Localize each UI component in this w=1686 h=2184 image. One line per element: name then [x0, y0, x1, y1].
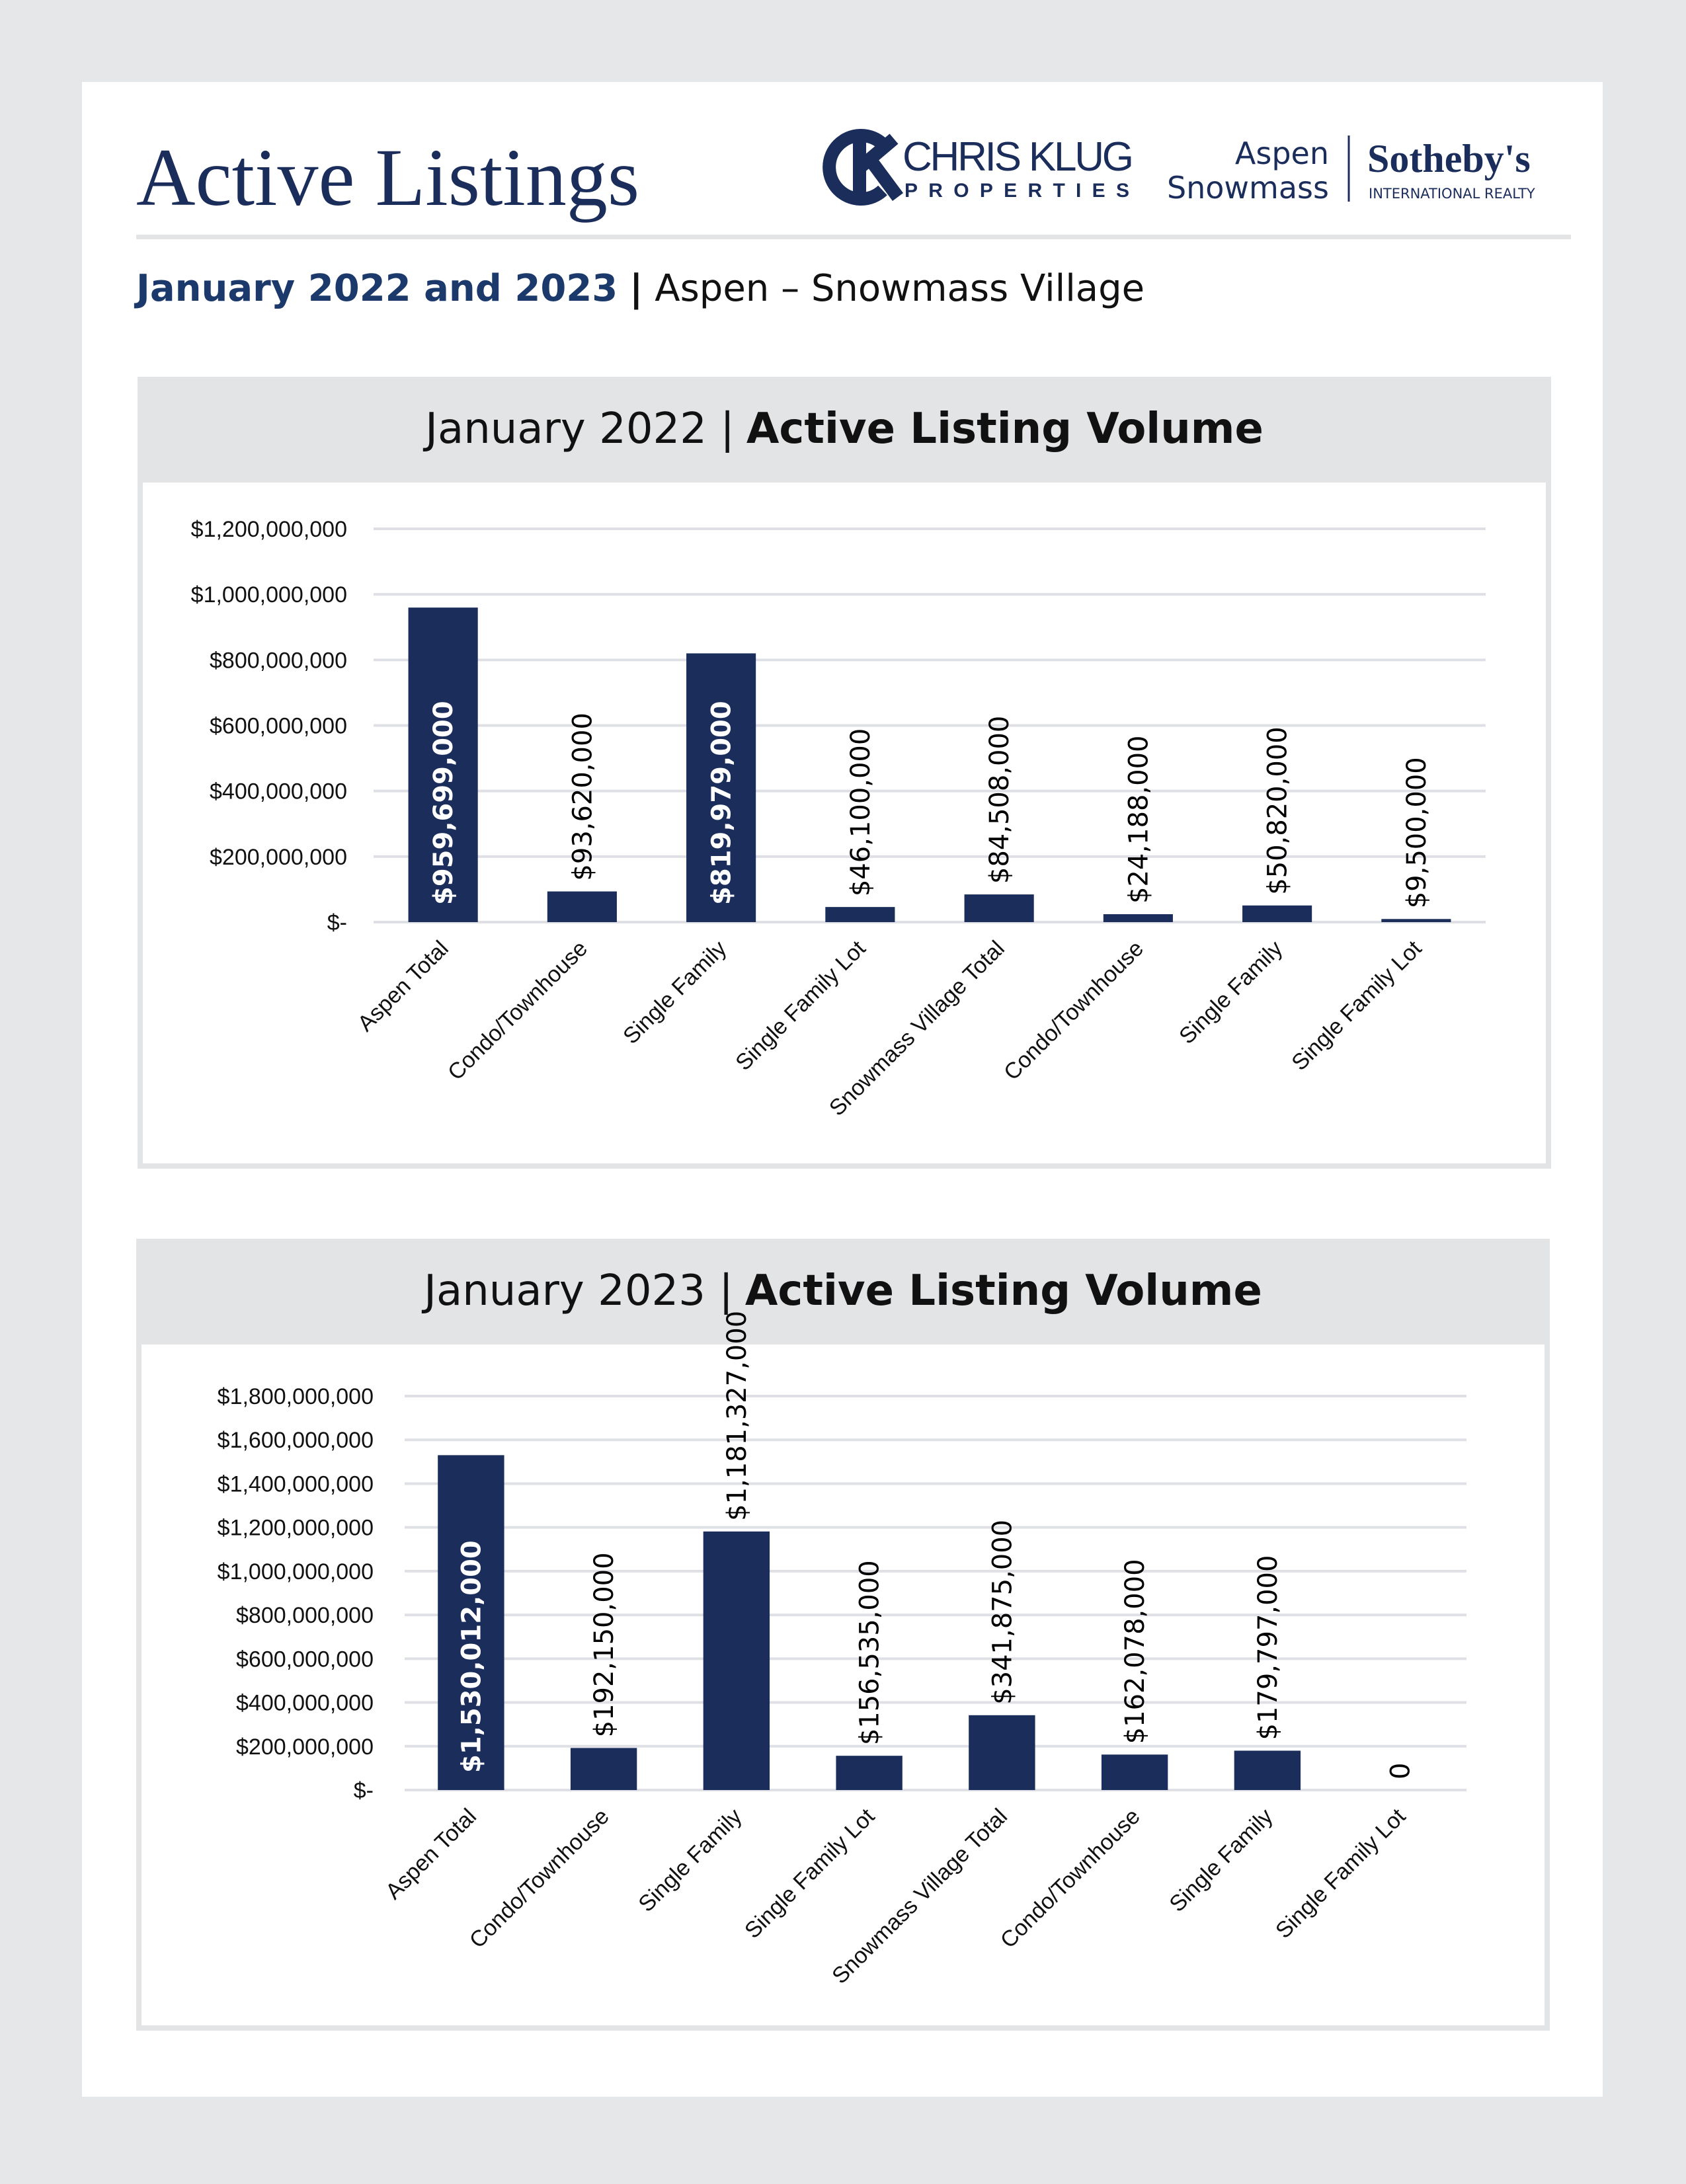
y-tick-label: $200,000,000: [236, 1735, 374, 1760]
y-tick-label: $1,200,000,000: [218, 1516, 374, 1541]
bar: [408, 607, 478, 922]
brand-logo: [823, 129, 904, 206]
value-label: $192,150,000: [589, 1552, 620, 1737]
chart-title-light: January 2023 |: [421, 1267, 733, 1315]
bar: [836, 1756, 903, 1790]
bar: [547, 891, 617, 922]
value-label: $84,508,000: [984, 716, 1015, 884]
value-label: $162,078,000: [1120, 1559, 1150, 1744]
chart-body: [141, 1345, 1545, 2025]
bar: [1234, 1750, 1301, 1790]
subtitle-bold: January 2022 and 2023: [134, 267, 618, 310]
bar: [825, 907, 895, 922]
chart-title: January 2022 | Active Listing Volume: [422, 405, 1264, 453]
header-rule: [136, 235, 1571, 239]
value-label: $50,820,000: [1263, 726, 1293, 894]
subtitle-separator: |: [629, 267, 643, 310]
chart-title-bold: Active Listing Volume: [745, 1267, 1262, 1315]
bar: [1242, 905, 1312, 922]
logo-k-arms: [855, 134, 904, 201]
partner-line2: Snowmass: [1167, 170, 1329, 206]
value-label: $1,530,012,000: [456, 1540, 487, 1773]
value-label: $179,797,000: [1253, 1555, 1283, 1740]
chart-body: [143, 483, 1546, 1163]
subtitle: January 2022 and 2023 | Aspen – Snowmass…: [134, 267, 1144, 310]
bar: [969, 1715, 1035, 1790]
logo-c: [823, 129, 887, 206]
value-label: $341,875,000: [987, 1520, 1018, 1705]
y-tick-label: $600,000,000: [210, 714, 347, 739]
value-label: 0: [1386, 1763, 1416, 1779]
bar: [570, 1748, 637, 1790]
y-tick-label: $600,000,000: [236, 1647, 374, 1672]
chart-title-light: January 2022 |: [422, 405, 735, 453]
y-tick-label: $200,000,000: [210, 845, 347, 870]
value-label: $9,500,000: [1402, 757, 1432, 908]
brand-sub: PROPERTIES: [904, 180, 1129, 202]
bar: [703, 1531, 770, 1790]
chart-title-bold: Active Listing Volume: [746, 405, 1264, 453]
y-tick-label: $800,000,000: [210, 648, 347, 673]
y-tick-label: $-: [327, 910, 347, 935]
y-tick-label: $400,000,000: [210, 779, 347, 804]
value-label: $1,181,327,000: [722, 1311, 752, 1521]
subtitle-rest: Aspen – Snowmass Village: [655, 267, 1144, 310]
y-tick-label: $1,600,000,000: [218, 1428, 374, 1453]
y-tick-label: $-: [354, 1778, 374, 1803]
partner-name: Sotheby's: [1367, 137, 1531, 180]
bar: [964, 894, 1034, 922]
bar: [686, 653, 756, 922]
bar: [438, 1455, 504, 1790]
value-label: $46,100,000: [846, 728, 876, 896]
chart: January 2022 | Active Listing Volume $- $20…: [138, 377, 1551, 1169]
bar: [1381, 919, 1451, 922]
y-tick-label: $1,000,000,000: [191, 582, 347, 607]
page-title: Active Listings: [136, 132, 639, 223]
value-label: $24,188,000: [1123, 736, 1154, 904]
y-tick-label: $800,000,000: [236, 1603, 374, 1628]
partner-line1: Aspen: [1235, 136, 1329, 171]
partner-sub: INTERNATIONAL REALTY: [1369, 186, 1535, 202]
value-label: $156,535,000: [855, 1560, 885, 1745]
chart-title: January 2023 | Active Listing Volume: [421, 1267, 1262, 1315]
y-tick-label: $1,200,000,000: [191, 517, 347, 542]
y-tick-label: $1,000,000,000: [218, 1559, 374, 1584]
value-label: $93,620,000: [567, 713, 598, 880]
bar: [1101, 1754, 1168, 1790]
brand-name: CHRIS KLUG: [903, 134, 1134, 180]
bar: [1103, 914, 1173, 922]
y-tick-label: $400,000,000: [236, 1691, 374, 1716]
chart: January 2023 | Active Listing Volume $- $20…: [136, 1239, 1550, 2031]
value-label: $819,979,000: [707, 701, 737, 905]
y-tick-label: $1,800,000,000: [218, 1384, 374, 1409]
y-tick-label: $1,400,000,000: [218, 1471, 374, 1497]
value-label: $959,699,000: [428, 701, 459, 905]
